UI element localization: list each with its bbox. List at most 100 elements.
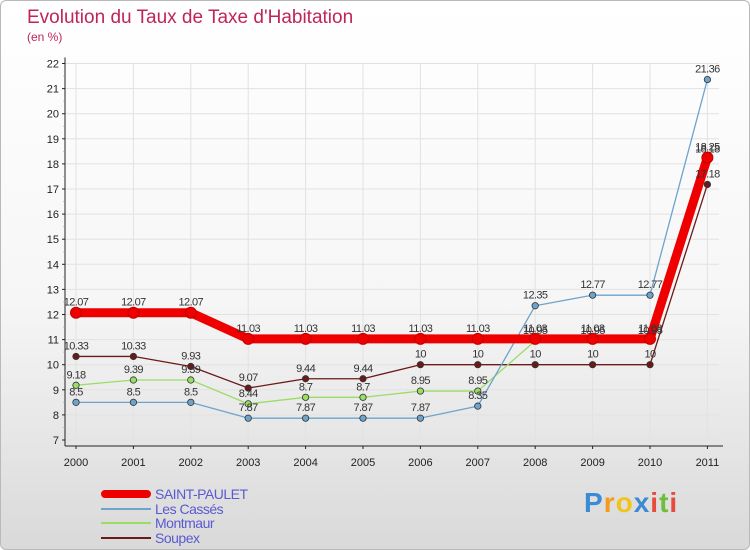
logo-letter: t — [659, 487, 670, 518]
x-tick-label: 2002 — [179, 457, 203, 469]
data-point — [359, 375, 367, 383]
data-label: 12.07 — [121, 297, 146, 309]
data-label: 10.95 — [580, 325, 605, 337]
logo-letter: r — [603, 487, 616, 518]
data-point — [129, 352, 137, 361]
data-point — [703, 75, 712, 84]
x-tick-label: 2005 — [351, 457, 375, 469]
data-label: 11.03 — [581, 323, 605, 335]
y-tick-label: 15 — [47, 234, 59, 246]
y-tick-label: 18 — [47, 159, 59, 171]
data-label: 12.77 — [580, 279, 605, 291]
data-point — [72, 398, 80, 406]
legend-item-soupex: Soupex — [101, 530, 200, 546]
x-tick-label: 2007 — [466, 457, 490, 469]
data-label: 10 — [587, 349, 599, 361]
legend-swatch — [101, 537, 151, 539]
data-label: 7.87 — [353, 402, 372, 414]
data-label: 12.77 — [638, 279, 663, 291]
legend-swatch — [101, 490, 151, 498]
data-point — [416, 414, 424, 422]
legend-item-les-casses: Les Cassés — [101, 501, 224, 517]
logo-letter: x — [633, 487, 651, 518]
data-label: 10 — [472, 349, 484, 361]
legend-label: Montmaur — [155, 515, 215, 531]
x-tick-label: 2008 — [523, 457, 547, 469]
data-point — [586, 332, 599, 345]
data-label: 11.03 — [466, 323, 490, 335]
legend-swatch — [101, 522, 151, 524]
y-tick-label: 13 — [47, 284, 59, 296]
data-point — [72, 381, 80, 389]
data-label: 18.18 — [695, 143, 720, 155]
data-point — [72, 352, 80, 361]
logo-letter: i — [669, 487, 679, 518]
y-tick-label: 14 — [47, 259, 59, 271]
data-point — [529, 332, 542, 345]
data-label: 21.36 — [695, 64, 720, 76]
data-label: 11.03 — [638, 323, 662, 335]
data-point — [414, 332, 427, 345]
logo-letter: o — [615, 487, 634, 518]
x-tick-label: 2006 — [408, 457, 432, 469]
data-label: 8.95 — [411, 375, 430, 387]
series-line-saint-paulet — [71, 153, 712, 344]
data-label: 9.44 — [353, 363, 372, 375]
data-point — [127, 306, 140, 319]
data-label: 18.25 — [695, 142, 720, 154]
data-point — [357, 332, 369, 345]
data-point — [644, 332, 656, 345]
data-point — [588, 361, 597, 369]
data-label: 10.33 — [64, 340, 89, 352]
x-tick-label: 2010 — [638, 457, 662, 469]
data-label: 11.03 — [351, 323, 375, 335]
logo-letter: P — [584, 487, 604, 518]
data-label: 9.18 — [66, 369, 85, 381]
legend-swatch — [101, 508, 151, 510]
data-point — [187, 398, 195, 406]
chart-title: Evolution du Taux de Taxe d'Habitation — [27, 7, 354, 28]
y-tick-label: 7 — [53, 435, 59, 447]
data-point — [474, 361, 482, 369]
data-label: 10 — [644, 349, 656, 361]
x-tick-label: 2000 — [64, 457, 88, 469]
y-tick-label: 20 — [47, 109, 59, 121]
data-point — [184, 306, 197, 319]
data-label: 11.03 — [523, 323, 547, 335]
legend-label: Les Cassés — [155, 501, 224, 517]
y-tick-label: 11 — [48, 335, 59, 347]
chart-unit-label: (en %) — [27, 30, 63, 44]
legend-item-saint-paulet: SAINT-PAULET — [101, 486, 248, 502]
data-point — [244, 400, 252, 408]
data-label: 8.7 — [356, 381, 370, 393]
data-label: 11.03 — [236, 323, 260, 335]
data-label: 8.5 — [127, 386, 141, 398]
data-label: 9.39 — [181, 364, 200, 376]
data-label: 9.93 — [181, 350, 200, 362]
data-label: 12.07 — [179, 297, 204, 309]
x-tick-label: 2001 — [121, 457, 145, 469]
data-label: 11.03 — [294, 323, 318, 335]
data-point — [187, 362, 195, 371]
data-label: 8.95 — [468, 375, 487, 387]
data-label: 8.44 — [239, 388, 258, 400]
data-point — [301, 375, 310, 383]
data-point — [359, 414, 367, 422]
data-label: 7.87 — [411, 402, 430, 414]
legend-item-montmaur: Montmaur — [101, 515, 215, 531]
legend-label: SAINT-PAULET — [155, 486, 248, 502]
x-tick-label: 2004 — [293, 457, 317, 469]
data-label: 10 — [530, 349, 542, 361]
data-label: 8.5 — [184, 386, 198, 398]
data-label: 10.33 — [121, 340, 146, 352]
y-tick-label: 9 — [53, 385, 59, 397]
y-tick-label: 8 — [53, 410, 59, 422]
proxiti-logo: Proxiti — [584, 487, 678, 519]
data-point — [474, 402, 482, 410]
series-line-soupex — [75, 183, 709, 389]
data-point — [301, 414, 310, 422]
data-label: 9.44 — [296, 363, 315, 375]
data-point — [187, 376, 195, 384]
data-point — [703, 180, 712, 189]
